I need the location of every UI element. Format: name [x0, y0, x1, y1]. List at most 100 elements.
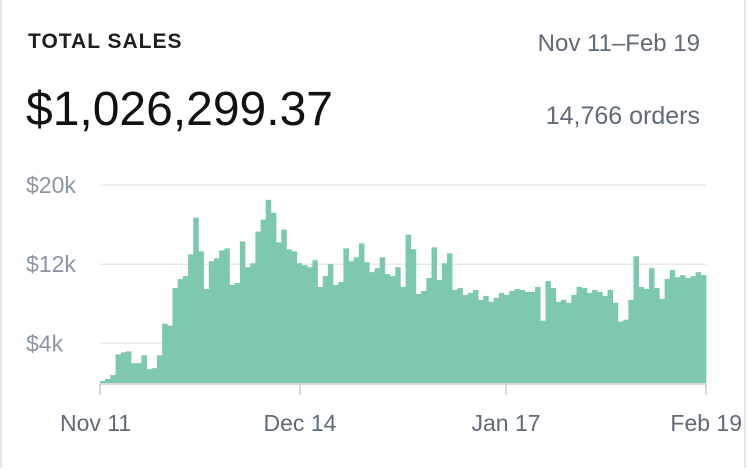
sales-bar	[483, 295, 489, 383]
sales-bar	[322, 276, 329, 383]
sales-bar	[358, 243, 365, 383]
sales-bar	[270, 212, 277, 383]
sales-bar	[581, 287, 588, 383]
sales-bar	[623, 319, 629, 383]
date-range: Nov 11–Feb 19	[537, 30, 700, 57]
sales-bar	[255, 231, 261, 383]
sales-bar	[250, 263, 256, 383]
sales-bar	[224, 248, 230, 383]
sales-bar	[110, 375, 116, 383]
sales-bar	[276, 242, 282, 383]
y-tick-label: $20k	[26, 172, 76, 198]
sales-bar	[571, 294, 577, 383]
sales-bar-chart: $4k $12k $20k Nov 11 Dec 14 Jan 17 Feb 19	[26, 172, 742, 436]
sales-bar	[327, 264, 334, 383]
y-tick-label: $4k	[26, 330, 64, 356]
sales-bar	[659, 298, 665, 383]
sales-bar	[188, 254, 194, 383]
sales-bar	[509, 290, 515, 383]
sales-bar	[643, 288, 650, 383]
sales-bar	[131, 363, 137, 383]
sales-bar	[436, 280, 443, 383]
sales-bar	[649, 268, 655, 383]
sales-bar	[348, 261, 355, 383]
sales-bar	[234, 283, 241, 383]
x-tick-label: Dec 14	[264, 410, 337, 436]
sales-bar	[602, 295, 608, 383]
sales-bar	[307, 267, 313, 383]
sales-bar	[296, 263, 303, 383]
sales-bar	[193, 217, 199, 383]
sales-bar	[617, 321, 624, 383]
sales-bar	[317, 286, 324, 383]
sales-bar	[379, 257, 386, 383]
sales-bar	[156, 355, 163, 383]
sales-bar	[472, 289, 479, 383]
sales-bar	[560, 299, 567, 383]
sales-bar	[208, 261, 215, 383]
sales-bar	[260, 219, 267, 383]
sales-bar	[695, 272, 702, 383]
sales-bar	[410, 249, 417, 383]
sales-bar	[462, 294, 469, 383]
sales-bar	[219, 250, 225, 383]
sales-bar	[265, 199, 272, 383]
sales-bar	[431, 247, 437, 383]
sales-bar	[239, 241, 246, 383]
sales-bar	[213, 258, 220, 383]
sales-bar	[493, 297, 500, 383]
sales-bar	[447, 253, 453, 383]
sales-bar	[415, 293, 422, 383]
sales-bar	[333, 284, 339, 383]
sales-bar	[628, 299, 634, 383]
sales-bar	[384, 274, 391, 383]
sales-bar	[519, 289, 526, 383]
sales-bar	[592, 289, 598, 383]
sales-bar	[390, 276, 396, 383]
sales-bar	[146, 369, 153, 383]
sales-bar	[674, 277, 681, 383]
sales-bar	[364, 262, 370, 383]
sales-bar	[700, 275, 707, 383]
sales-bar	[312, 260, 318, 383]
sales-bar	[100, 381, 106, 383]
sales-bar	[545, 281, 551, 383]
sales-bar	[151, 368, 158, 383]
sales-bar	[524, 291, 531, 383]
sales-bar	[504, 294, 510, 383]
sales-bar	[441, 263, 448, 383]
sales-bar	[395, 267, 401, 383]
sales-bar	[162, 323, 168, 383]
sales-bar	[286, 249, 292, 383]
sales-bar	[514, 288, 520, 383]
sales-bar	[353, 257, 360, 383]
sales-bar	[535, 286, 541, 383]
sales-bar	[245, 267, 251, 383]
sales-bar	[540, 320, 546, 383]
total-sales-value: $1,026,299.37	[26, 83, 333, 136]
sales-bar	[566, 302, 572, 383]
y-tick-label: $12k	[26, 251, 76, 277]
x-tick-label: Nov 11	[60, 410, 131, 436]
sales-bar	[690, 276, 696, 383]
sales-bar	[421, 290, 427, 383]
sales-bar	[343, 248, 349, 383]
sales-bar	[488, 301, 494, 383]
sales-bar	[136, 363, 142, 383]
sales-bar	[338, 282, 344, 383]
sales-bar	[405, 234, 412, 383]
sales-bar	[685, 278, 691, 383]
sales-bar	[680, 275, 686, 383]
sales-bar	[203, 288, 210, 383]
sales-bar	[302, 265, 308, 383]
sales-bar	[198, 251, 204, 383]
sales-bar	[638, 286, 645, 383]
sales-bar	[400, 286, 406, 383]
sales-bar	[664, 279, 671, 383]
sales-bar	[457, 287, 463, 383]
sales-bar	[597, 291, 603, 383]
sales-bar	[141, 355, 147, 383]
sales-bar	[426, 278, 432, 383]
sales-bar	[478, 299, 484, 383]
